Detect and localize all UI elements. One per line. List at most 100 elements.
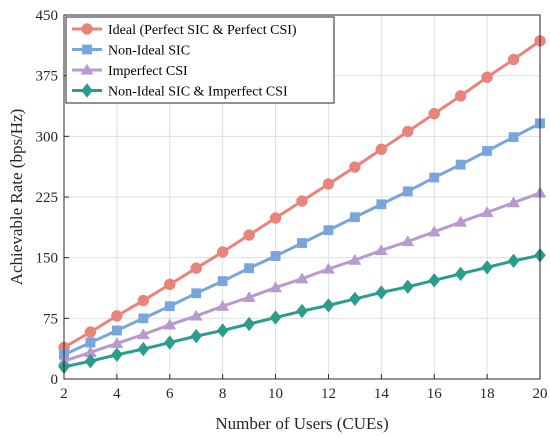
data-point: [136, 328, 150, 340]
data-point: [402, 186, 413, 197]
data-point: [243, 229, 255, 241]
x-tick-label: 10: [268, 386, 283, 402]
data-point: [137, 294, 150, 307]
x-axis: 2 4 6 8 10 12 14 16 18 20: [60, 374, 548, 402]
data-point: [349, 161, 361, 173]
data-point: [137, 341, 150, 357]
data-point: [402, 125, 414, 138]
legend-label: Non-Ideal SIC: [108, 44, 190, 59]
data-point: [428, 107, 440, 120]
series-1: [58, 35, 546, 354]
data-point: [322, 178, 335, 190]
data-point: [189, 309, 203, 321]
data-point: [429, 172, 440, 183]
data-point: [269, 212, 282, 224]
data-point: [323, 225, 334, 236]
legend-label: Non-Ideal SIC & Imperfect CSI: [108, 85, 288, 100]
data-point: [111, 325, 122, 336]
data-point: [244, 263, 255, 274]
legend: Ideal (Perfect SIC & Perfect CSI) Non-Ide…: [65, 16, 335, 104]
x-tick-label: 18: [480, 386, 495, 402]
data-point: [84, 326, 97, 338]
y-axis-title: Achievable Rate (bps/Hz): [7, 109, 26, 286]
data-point: [296, 303, 308, 319]
y-tick-label: 225: [36, 190, 59, 206]
data-point: [270, 251, 281, 261]
x-tick-label: 12: [321, 386, 336, 402]
data-point: [163, 335, 176, 350]
y-axis: 0 75 150 225 300 375 450: [36, 8, 69, 388]
data-point: [111, 310, 123, 322]
data-point: [374, 244, 388, 256]
data-point: [455, 159, 466, 170]
data-point: [111, 347, 123, 363]
legend-marker: [81, 83, 93, 98]
y-tick-label: 375: [36, 69, 59, 85]
legend-item: Non-Ideal SIC & Imperfect CSI: [72, 83, 288, 100]
legend-item: Non-Ideal SIC: [72, 44, 190, 59]
data-point: [401, 235, 415, 247]
legend-label: Imperfect CSI: [108, 64, 188, 79]
data-point: [427, 225, 441, 237]
data-point: [375, 285, 388, 300]
data-point: [269, 310, 282, 325]
data-point: [401, 279, 414, 295]
y-tick-label: 150: [36, 251, 59, 267]
data-point: [481, 71, 493, 84]
data-point: [164, 278, 176, 291]
data-point: [297, 238, 307, 249]
data-point: [454, 266, 467, 282]
data-point: [217, 276, 228, 287]
legend-item: Ideal (Perfect SIC & Perfect CSI): [72, 23, 297, 38]
y-tick-label: 450: [36, 8, 59, 24]
data-point: [216, 323, 229, 338]
data-point: [507, 53, 520, 66]
data-point: [190, 328, 203, 344]
y-tick-label: 300: [36, 129, 59, 145]
data-point: [349, 291, 361, 307]
data-point: [480, 206, 494, 218]
data-point: [322, 298, 335, 313]
legend-marker: [80, 63, 94, 75]
x-axis-title: Number of Users (CUEs): [215, 414, 388, 433]
data-point: [481, 260, 493, 275]
x-tick-label: 6: [166, 386, 174, 402]
data-point: [349, 212, 360, 223]
data-point: [85, 337, 96, 348]
x-tick-label: 4: [113, 386, 121, 402]
data-point: [190, 262, 202, 274]
data-point: [348, 253, 362, 265]
data-point: [164, 301, 175, 312]
data-point: [138, 313, 149, 324]
data-point: [163, 318, 177, 330]
y-tick-label: 0: [51, 372, 59, 388]
x-tick-label: 16: [427, 386, 443, 402]
data-point: [507, 196, 521, 208]
series-4: [58, 247, 546, 375]
x-tick-label: 20: [533, 386, 548, 402]
data-point: [84, 353, 97, 369]
data-point: [375, 143, 388, 156]
legend-item: Imperfect CSI: [72, 63, 188, 79]
data-point: [242, 291, 256, 302]
data-point: [507, 253, 520, 269]
x-tick-label: 8: [219, 386, 227, 402]
x-tick-label: 14: [374, 386, 390, 402]
data-point: [295, 272, 309, 284]
data-point: [321, 262, 335, 274]
y-tick-label: 75: [43, 311, 58, 327]
data-point: [296, 195, 308, 207]
x-tick-label: 2: [60, 386, 68, 402]
data-point: [243, 316, 255, 332]
data-point: [216, 246, 229, 258]
legend-box: [65, 16, 335, 104]
data-point: [454, 90, 467, 102]
legend-label: Ideal (Perfect SIC & Perfect CSI): [108, 23, 297, 38]
data-point: [482, 145, 493, 156]
legend-marker: [82, 44, 92, 55]
data-point: [269, 281, 283, 293]
legend-marker: [81, 23, 93, 35]
data-point: [508, 132, 519, 143]
data-point: [216, 299, 230, 311]
